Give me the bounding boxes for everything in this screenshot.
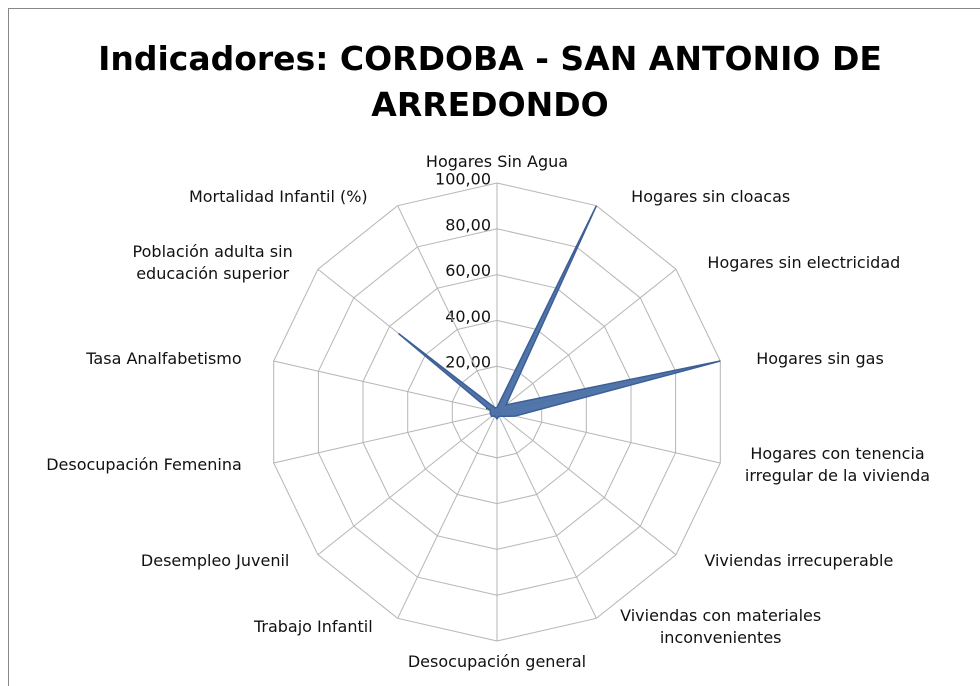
category-label: Desempleo Juvenil [140, 551, 290, 570]
spoke [397, 205, 498, 413]
category-label: Hogares sin gas [756, 348, 884, 368]
spoke [273, 411, 498, 464]
spoke [496, 268, 677, 413]
spoke [397, 411, 498, 619]
category-label: Viviendas con materiales inconvenientes [620, 606, 822, 648]
category-label: Hogares con tenencia irregular de la viv… [744, 444, 931, 486]
r-tick-label: 40,00 [445, 307, 491, 326]
radar-area [398, 205, 721, 421]
spoke [317, 411, 498, 556]
spoke [496, 411, 597, 619]
r-tick-label: 80,00 [445, 215, 491, 234]
spoke [496, 411, 677, 556]
category-label: Desocupación general [407, 652, 587, 671]
r-tick-label: 100,00 [435, 170, 491, 189]
category-label: Población adulta sin educación superior [132, 241, 293, 283]
r-tick-label: 20,00 [445, 353, 491, 372]
category-label: Hogares sin cloacas [631, 186, 791, 206]
category-label: Desocupación Femenina [46, 455, 242, 475]
chart-title: Indicadores: CORDOBA - SAN ANTONIO DE AR… [98, 39, 882, 124]
spoke [273, 360, 498, 413]
category-label: Mortalidad Infantil (%) [188, 186, 368, 206]
category-label: Hogares Sin Agua [425, 152, 569, 171]
chart-frame [8, 8, 980, 686]
category-label: Viviendas irrecuperable [704, 551, 894, 570]
r-tick-label: 60,00 [445, 261, 491, 280]
category-label: Trabajo Infantil [253, 617, 373, 637]
category-label: Tasa Analfabetismo [86, 348, 242, 368]
category-label: Hogares sin electricidad [707, 252, 901, 272]
spoke [496, 411, 721, 464]
